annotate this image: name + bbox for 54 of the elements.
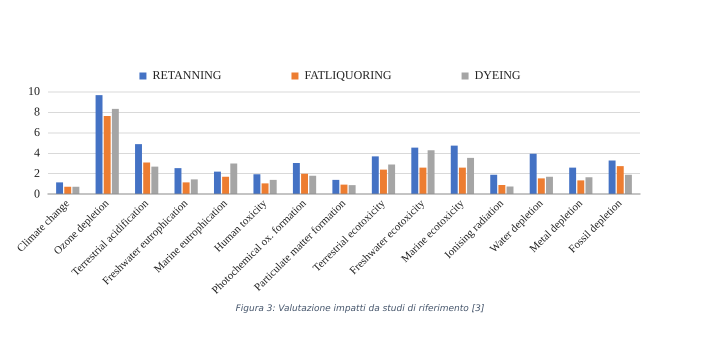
bar (585, 177, 592, 194)
bar (458, 168, 466, 194)
bar (332, 180, 340, 194)
bar (151, 166, 158, 194)
y-tick-label: 4 (34, 145, 40, 160)
bar (624, 174, 632, 194)
bar (56, 182, 64, 194)
bar (222, 176, 230, 194)
bar (104, 116, 111, 194)
bar (428, 150, 435, 194)
legend-label: FATLIQUORING (304, 68, 392, 82)
bar (530, 154, 537, 194)
y-tick-label: 8 (34, 104, 40, 119)
bar (616, 166, 624, 194)
bar (546, 176, 553, 194)
bar (569, 168, 576, 194)
bar (230, 164, 238, 194)
y-tick-label: 2 (34, 166, 40, 180)
y-tick-label: 6 (34, 125, 40, 140)
bar (96, 95, 103, 194)
bar (190, 179, 198, 194)
bar (467, 158, 474, 194)
bar (270, 180, 277, 194)
bar (253, 174, 260, 194)
bar (348, 185, 356, 194)
legend-label: RETANNING (152, 68, 222, 82)
bar (214, 172, 221, 194)
y-tick-label: 0 (34, 186, 40, 200)
bar (72, 186, 80, 194)
bar (380, 170, 387, 194)
bar (411, 148, 418, 194)
bar (450, 146, 458, 194)
bar (182, 182, 190, 194)
bar (538, 178, 545, 194)
legend-label: DYEING (474, 68, 521, 82)
bar (372, 156, 379, 194)
bar (388, 164, 396, 194)
bar (498, 184, 506, 194)
bar (419, 168, 426, 194)
bar (301, 174, 308, 194)
bar (608, 160, 616, 194)
y-tick-label: 10 (28, 84, 40, 98)
bar (490, 174, 498, 194)
bar (340, 184, 348, 194)
bar (112, 108, 119, 194)
bar (577, 180, 584, 194)
bar (309, 176, 316, 194)
text: Figura 3: Valutazione impatti da studi di riferimento [3] (234, 304, 486, 314)
bar (262, 183, 269, 194)
bar (143, 162, 150, 194)
bar (135, 144, 142, 194)
bar (506, 186, 514, 194)
bar (292, 163, 300, 194)
bar (174, 168, 182, 194)
